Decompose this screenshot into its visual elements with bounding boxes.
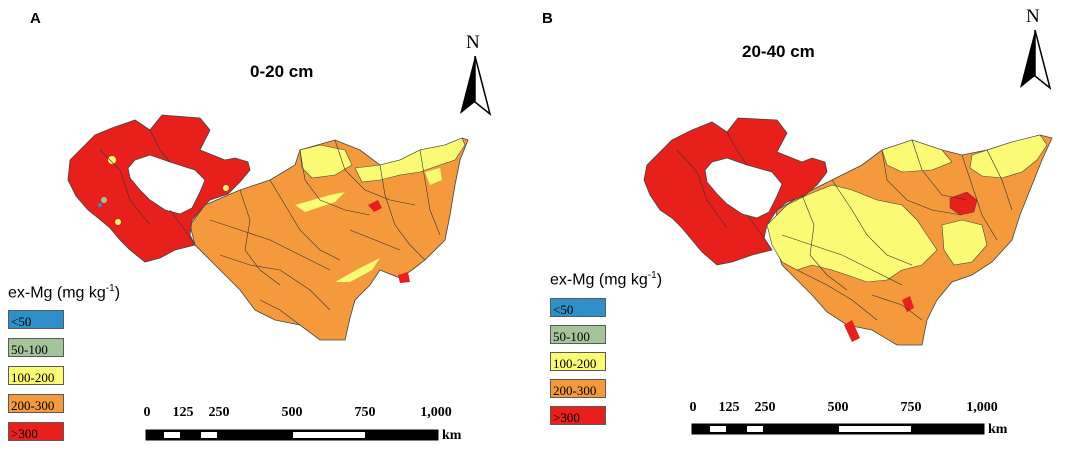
scale-bar [145,429,439,441]
county-boundaries [676,131,1013,321]
scale-tick-label: 0 [143,405,151,420]
scale-tick-label: 125 [172,405,194,420]
region-100-200 [299,144,353,179]
legend-swatch [8,394,64,413]
depth-title: 0-20 cm [250,62,314,81]
legend-swatch [550,298,606,317]
region-100-200 [354,137,466,183]
county-boundaries [99,129,441,326]
scale-bar [691,423,985,435]
legend-label: 200-300 [553,383,597,398]
panel-b: B 20-40 cm N [542,0,1084,453]
scale-tick-label: 125 [718,400,740,415]
legend-label: >300 [553,410,580,425]
legend-label: >300 [11,426,38,441]
legend-label: 200-300 [11,398,55,413]
region-100-200 [941,219,988,266]
panel-letter: B [542,10,553,27]
region-50-100 [101,197,107,203]
legend-swatch [550,379,606,398]
legend-label: <50 [553,302,574,317]
region-lt50 [98,203,102,207]
region-gt300 [844,320,860,342]
region-100-200 [295,192,345,212]
legend-swatch [550,325,606,344]
map-20-40cm [643,117,1053,346]
region-gt300 [398,272,410,283]
legend-label: 50-100 [553,329,590,344]
north-label: N [1026,6,1040,27]
panel-a: A 0-20 cm N [8,10,492,443]
legend-swatch [8,310,64,329]
region-gt300 [902,296,914,312]
legend-swatch [550,352,606,371]
lake [127,154,206,215]
scale-tick-label: 500 [281,405,303,420]
region-100-200 [969,134,1048,179]
scale-tick-label: 250 [754,400,776,415]
scale-tick-label: 750 [354,405,376,420]
legend-label: 50-100 [11,342,48,357]
scale-tick-label: 500 [827,400,849,415]
legend-swatch [550,406,606,425]
depth-title: 20-40 cm [742,42,815,61]
north-label: N [466,32,480,53]
scale-unit: km [988,422,1008,437]
scale-unit: km [442,428,462,443]
north-arrow-icon [460,56,492,116]
legend-label: <50 [11,314,32,329]
map-0-20cm [67,114,469,341]
region-100-200 [108,156,116,164]
scale-tick-label: 0 [689,400,697,415]
legend-swatch [8,366,64,385]
region-100-200 [425,168,442,185]
legend-title: ex-Mg (mg kg-1) [8,283,121,302]
legend-swatch [8,422,64,441]
region-100-200 [881,139,953,173]
scale-tick-label: 1,000 [966,400,998,415]
scale-tick-label: 250 [208,405,230,420]
legend-label: 100-200 [553,356,597,371]
panel-letter: A [30,10,41,27]
scale-tick-label: 1,000 [420,405,452,420]
north-arrow-icon [1020,30,1052,90]
region-100-200 [335,258,380,282]
region-100-200 [223,185,229,191]
lake [704,157,783,219]
legend-title: ex-Mg (mg kg-1) [550,270,663,289]
scale-tick-label: 750 [900,400,922,415]
region-gt300 [368,200,382,212]
legend-label: 100-200 [11,370,55,385]
legend-swatch [8,338,64,357]
region-100-200 [115,219,121,225]
